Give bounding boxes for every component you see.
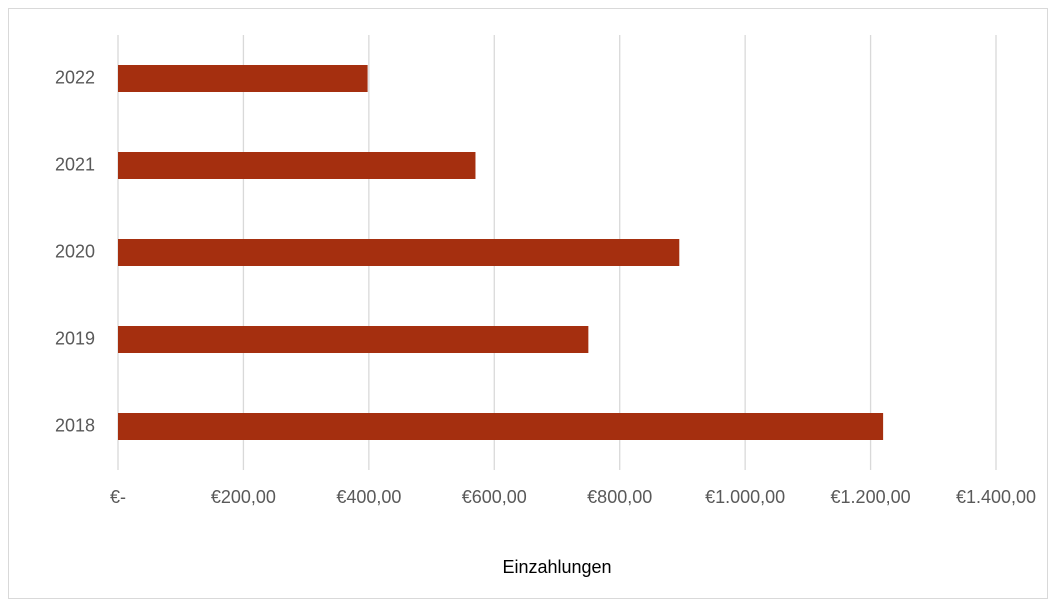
chart-border	[8, 8, 1048, 599]
x-tick-label: €400,00	[336, 487, 401, 507]
bar	[118, 152, 476, 179]
y-tick-label: 2020	[55, 241, 95, 261]
x-tick-label: €1.400,00	[956, 487, 1036, 507]
x-tick-label: €-	[110, 487, 126, 507]
y-tick-label: 2019	[55, 328, 95, 348]
y-tick-label: 2022	[55, 67, 95, 87]
bar	[118, 326, 589, 353]
y-tick-label: 2018	[55, 415, 95, 435]
x-tick-label: €1.000,00	[705, 487, 785, 507]
bar	[118, 65, 368, 92]
x-tick-label: €200,00	[211, 487, 276, 507]
x-axis-title: Einzahlungen	[502, 557, 611, 577]
x-tick-label: €600,00	[462, 487, 527, 507]
y-tick-label: 2021	[55, 154, 95, 174]
bar	[118, 413, 884, 440]
bar	[118, 239, 680, 266]
x-tick-label: €1.200,00	[831, 487, 911, 507]
x-tick-label: €800,00	[587, 487, 652, 507]
